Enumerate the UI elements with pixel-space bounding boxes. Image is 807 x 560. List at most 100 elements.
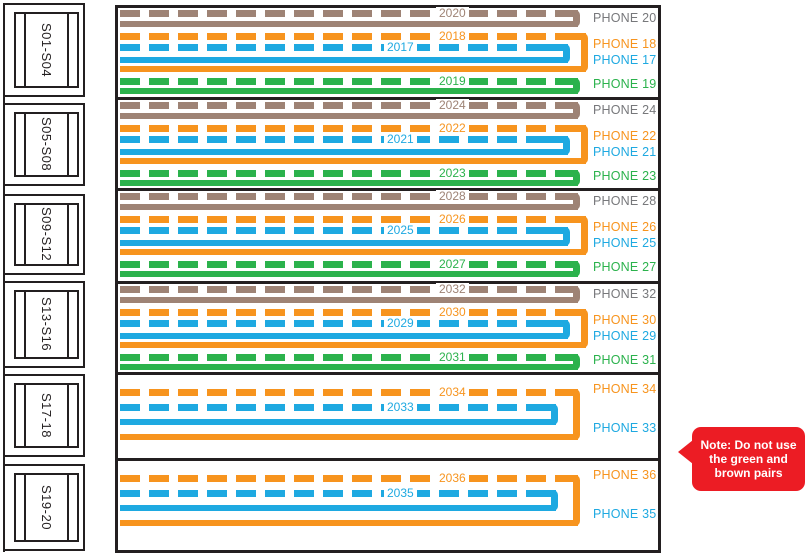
note-bubble: Note: Do not use the green and brown pai…: [692, 427, 805, 491]
wire-2031-return-bend: [573, 354, 580, 370]
wire-2035-return-bend: [551, 490, 558, 511]
phone-label-31: PHONE 31: [593, 353, 657, 367]
connector-block-2: S05-S08: [14, 112, 79, 177]
phone-label-21: PHONE 21: [593, 145, 657, 159]
wire-2017-corner: [546, 44, 568, 51]
wire-number-2034: 2034: [436, 386, 469, 399]
wire-2019-corner: [556, 78, 578, 85]
wire-2032-corner: [556, 286, 578, 293]
note-pointer: [678, 440, 693, 464]
phone-label-32: PHONE 32: [593, 287, 657, 301]
wire-2018-return-bend: [581, 33, 588, 72]
wire-2023-corner: [556, 170, 578, 177]
wire-2025-return-bend: [563, 227, 570, 246]
wire-2026-dashed: [120, 216, 584, 223]
phone-label-23: PHONE 23: [593, 169, 657, 183]
wire-2032-dashed: [120, 286, 576, 293]
phone-label-36: PHONE 36: [593, 468, 657, 482]
wire-2034-dashed: [120, 389, 576, 396]
connector-block-left-cap: [24, 205, 26, 264]
wire-2023-return-bend: [573, 170, 580, 186]
wire-2034-corner: [556, 389, 578, 396]
phone-label-20: PHONE 20: [593, 11, 657, 25]
connector-compartment-6: S19-20: [3, 464, 85, 551]
wire-2033-solid: [120, 419, 556, 425]
wire-number-2033: 2033: [384, 401, 417, 414]
wire-number-2020: 2020: [436, 7, 469, 20]
phone-label-27: PHONE 27: [593, 260, 657, 274]
connector-compartment-5: S17-18: [3, 374, 85, 457]
wire-2021-solid: [120, 149, 568, 155]
connector-block-1: S01-S04: [14, 12, 79, 88]
phone-label-17: PHONE 17: [593, 53, 657, 67]
wire-2032-return-bend: [573, 286, 580, 303]
wire-number-2017: 2017: [384, 41, 417, 54]
wire-2026-solid: [120, 249, 586, 255]
note-line-1: Note: Do not use: [700, 438, 797, 452]
cable-section-1: 2020 PHONE 20 2018 PHONE 18 2017 PHONE 17 2019…: [115, 5, 661, 100]
connector-block-5: S17-18: [14, 383, 79, 448]
connector-block-label: S05-S08: [39, 117, 54, 172]
phone-label-26: PHONE 26: [593, 220, 657, 234]
wire-2025-dashed: [120, 227, 566, 234]
wire-2026-corner: [564, 216, 586, 223]
connector-block-3: S09-S12: [14, 203, 79, 266]
connector-block-label: S01-S04: [39, 22, 54, 78]
wire-2024-solid: [120, 113, 578, 119]
connector-block-4: S13-S16: [14, 290, 79, 359]
wire-2035-solid: [120, 505, 556, 511]
phone-label-25: PHONE 25: [593, 236, 657, 250]
connector-block-left-cap: [24, 114, 26, 175]
connector-block-label: S17-18: [39, 393, 54, 438]
note-line-2: the green and: [709, 452, 788, 466]
wire-2028-dashed: [120, 193, 576, 200]
wire-2019-dashed: [120, 78, 576, 85]
wire-2020-corner: [556, 10, 578, 17]
phone-label-19: PHONE 19: [593, 77, 657, 91]
cable-section-6: 2036 PHONE 36 2035 PHONE 35: [115, 458, 661, 553]
wire-2029-corner: [546, 320, 568, 327]
wire-2024-corner: [556, 102, 578, 109]
connector-block-right-cap: [67, 292, 69, 357]
wire-2027-solid: [120, 271, 578, 277]
wire-number-2036: 2036: [436, 472, 469, 485]
wire-2035-dashed: [120, 490, 554, 497]
wire-2025-corner: [546, 227, 568, 234]
wire-2030-return-bend: [581, 309, 588, 348]
wire-2021-dashed: [120, 136, 566, 143]
wire-number-2026: 2026: [436, 213, 469, 226]
connector-block-label: S09-S12: [39, 207, 54, 262]
wire-number-2021: 2021: [384, 133, 417, 146]
wire-2022-solid: [120, 158, 586, 164]
connector-block-label: S19-20: [39, 485, 54, 530]
wire-2019-solid: [120, 88, 578, 94]
wire-2025-solid: [120, 240, 568, 246]
wire-2032-solid: [120, 297, 578, 303]
note-line-3: brown pairs: [714, 466, 783, 480]
wire-number-2024: 2024: [436, 99, 469, 112]
wire-2026-return-bend: [581, 216, 588, 255]
connector-block-right-cap: [67, 14, 69, 86]
connector-block-right-cap: [67, 205, 69, 264]
phone-label-29: PHONE 29: [593, 329, 657, 343]
wire-2034-return-bend: [573, 389, 580, 440]
connector-rail-spine: [3, 3, 5, 552]
wire-2036-solid: [120, 520, 578, 526]
phone-label-18: PHONE 18: [593, 37, 657, 51]
wire-2035-corner: [534, 490, 556, 497]
wire-2020-solid: [120, 21, 578, 27]
wire-number-2032: 2032: [436, 283, 469, 296]
wire-number-2018: 2018: [436, 30, 469, 43]
wire-number-2027: 2027: [436, 258, 469, 271]
cable-section-5: 2034 PHONE 34 2033 PHONE 33: [115, 372, 661, 461]
connector-compartment-3: S09-S12: [3, 194, 85, 275]
wire-2030-solid: [120, 342, 586, 348]
wire-2017-dashed: [120, 44, 566, 51]
phone-label-35: PHONE 35: [593, 507, 657, 521]
wire-2018-solid: [120, 66, 586, 72]
cable-section-4: 2032 PHONE 32 2030 PHONE 30 2029 PHONE 29 2031…: [115, 281, 661, 375]
connector-block-left-cap: [24, 385, 26, 446]
phone-label-24: PHONE 24: [593, 103, 657, 117]
wire-2033-return-bend: [551, 404, 558, 425]
wire-2023-solid: [120, 180, 578, 186]
